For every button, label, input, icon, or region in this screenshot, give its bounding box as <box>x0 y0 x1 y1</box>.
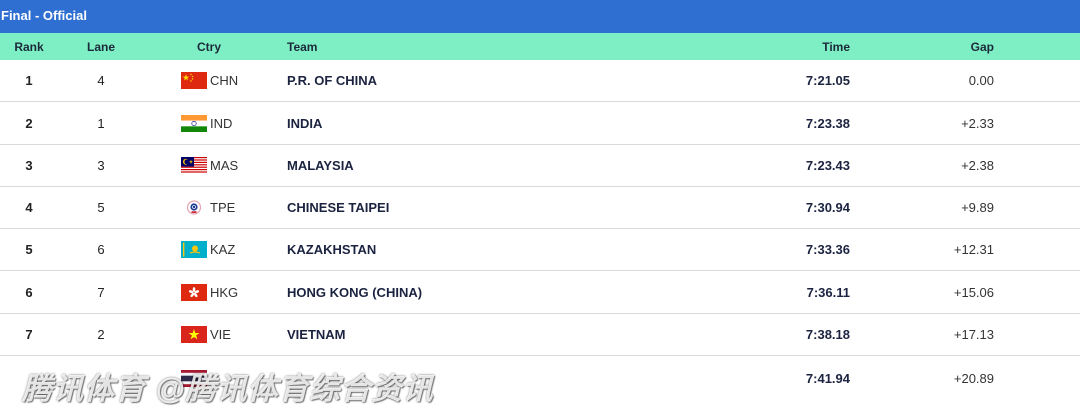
malaysia-flag-icon <box>181 157 207 174</box>
table-row[interactable]: 4 5 TPE CHINESE TAIPEI 7:30.94 +9.89 <box>0 187 1080 229</box>
results-title-bar: Final - Official <box>0 0 1080 33</box>
country-cell: VIE <box>181 314 281 355</box>
watermark-text: 腾讯体育 @腾讯体育综合资讯 <box>22 373 434 406</box>
lane-cell: 4 <box>97 73 105 88</box>
table-row[interactable]: 5 6 KAZ KAZAKHSTAN 7:33.36 +12.31 <box>0 229 1080 271</box>
header-gap[interactable]: Gap <box>970 39 994 54</box>
rank-cell: 7 <box>25 327 33 342</box>
team-cell[interactable]: VIETNAM <box>287 327 346 342</box>
team-cell[interactable]: MALAYSIA <box>287 158 354 173</box>
table-row[interactable]: 2 1 IND INDIA 7:23.38 +2.33 <box>0 103 1080 145</box>
country-code: HKG <box>210 285 239 300</box>
country-code: IND <box>210 116 233 131</box>
gap-cell: 0.00 <box>968 73 994 88</box>
lane-cell: 7 <box>97 285 105 300</box>
gap-cell: +9.89 <box>961 200 994 215</box>
country-cell: MAS <box>181 145 281 186</box>
header-ctry[interactable]: Ctry <box>196 39 221 54</box>
table-header: Rank Lane Ctry Team Time Gap <box>0 33 1080 60</box>
country-code: VIE <box>210 327 231 342</box>
thailand-flag-icon <box>181 369 207 387</box>
china-flag-icon <box>181 72 207 89</box>
country-code: MAS <box>210 158 239 173</box>
table-row[interactable]: 3 3 MAS MALAYSIA 7:23.43 +2.38 <box>0 145 1080 187</box>
gap-cell: +2.33 <box>961 116 994 131</box>
team-cell[interactable]: P.R. OF CHINA <box>287 73 378 88</box>
vietnam-flag-icon <box>181 326 207 343</box>
time-cell: 7:33.36 <box>805 242 850 257</box>
hong-kong-flag-icon <box>181 284 207 301</box>
rank-cell: 5 <box>25 242 33 257</box>
gap-cell: +12.31 <box>953 242 994 257</box>
chinese-taipei-flag-icon <box>181 199 207 216</box>
lane-cell: 2 <box>97 327 105 342</box>
rank-cell: 6 <box>25 285 33 300</box>
results-title: Final - Official <box>1 8 87 23</box>
header-team[interactable]: Team <box>287 39 318 54</box>
time-cell: 7:36.11 <box>806 285 850 300</box>
gap-cell: +20.89 <box>953 370 994 386</box>
gap-cell: +17.13 <box>953 327 994 342</box>
country-cell <box>181 357 281 399</box>
time-cell: 7:23.43 <box>805 158 850 173</box>
time-cell: 7:38.18 <box>805 327 850 342</box>
header-lane[interactable]: Lane <box>86 39 115 54</box>
team-cell[interactable]: INDIA <box>287 116 323 131</box>
time-cell: 7:21.05 <box>805 73 850 88</box>
lane-cell: 5 <box>97 200 105 215</box>
lane-cell: 3 <box>97 158 105 173</box>
lane-cell: 6 <box>97 242 105 257</box>
gap-cell: +2.38 <box>961 158 994 173</box>
rank-cell: 2 <box>25 116 33 131</box>
table-row[interactable]: 6 7 HKG HONG KONG (CHINA) 7:36.11 +15.06 <box>0 272 1080 314</box>
lane-cell: 1 <box>97 116 105 131</box>
country-cell: KAZ <box>181 229 281 270</box>
table-row[interactable]: 1 4 CHN P.R. OF CHINA 7:21.05 0.00 <box>0 60 1080 102</box>
country-code: CHN <box>210 73 239 88</box>
table-row[interactable]: 7:41.94 +20.89 <box>0 357 1080 399</box>
country-code: KAZ <box>210 242 236 257</box>
rank-cell: 1 <box>25 73 33 88</box>
kazakhstan-flag-icon <box>181 241 207 258</box>
time-cell: 7:23.38 <box>805 116 850 131</box>
team-cell[interactable]: CHINESE TAIPEI <box>287 200 390 215</box>
country-cell: TPE <box>181 187 281 228</box>
time-cell: 7:41.94 <box>805 370 850 386</box>
team-cell[interactable]: KAZAKHSTAN <box>287 242 377 257</box>
country-cell: HKG <box>181 272 281 313</box>
gap-cell: +15.06 <box>953 285 994 300</box>
header-rank[interactable]: Rank <box>14 39 44 54</box>
table-row[interactable]: 7 2 VIE VIETNAM 7:38.18 +17.13 <box>0 314 1080 356</box>
time-cell: 7:30.94 <box>805 200 850 215</box>
india-flag-icon <box>181 115 207 132</box>
rank-cell: 4 <box>25 200 33 215</box>
team-cell[interactable]: HONG KONG (CHINA) <box>287 285 423 300</box>
country-cell: IND <box>181 103 281 144</box>
header-time[interactable]: Time <box>822 39 850 54</box>
country-code: TPE <box>210 200 236 215</box>
rank-cell: 3 <box>25 158 33 173</box>
country-cell: CHN <box>181 60 281 101</box>
